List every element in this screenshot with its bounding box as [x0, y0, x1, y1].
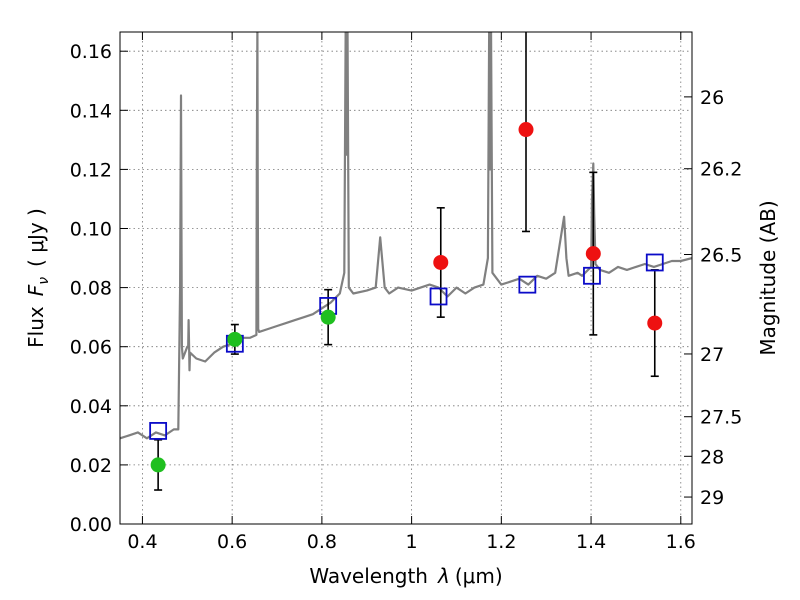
y-axis-title-symbol: F [24, 284, 48, 296]
x-tick-label: 0.8 [307, 531, 337, 553]
error-bars [154, 32, 659, 491]
y-axis-title-unit: ( μJy ) [24, 208, 48, 267]
x-tick-label: 1.2 [486, 531, 516, 553]
y2-tick-label: 28 [700, 446, 724, 468]
x-tick-label: 1.6 [666, 531, 696, 553]
y2-tick-label: 26 [700, 87, 724, 109]
y2-tick-label: 26.2 [700, 159, 742, 181]
y-tick-label: 0.10 [70, 219, 112, 241]
axis-ticks: 0.4 0.6 0.8 1 1.2 1.4 1.6 0.00 0.02 0.04 0.06 0.08 0… [70, 32, 742, 553]
y2-tick-label: 26.5 [700, 245, 742, 267]
spectrum-line [120, 32, 692, 440]
y-axis-title-subscript: ν [36, 277, 52, 285]
x-axis-title-unit: (μm) [455, 564, 503, 588]
y2-tick-label: 27 [700, 344, 724, 366]
y-tick-label: 0.04 [70, 396, 112, 418]
observed-point [150, 457, 166, 473]
y2-axis-title: Magnitude (AB) [756, 200, 780, 355]
x-tick-label: 1.4 [576, 531, 606, 553]
x-axis-title: Wavelength λ (μm) [309, 564, 502, 588]
grid [120, 32, 692, 525]
y2-tick-label: 27.5 [700, 407, 742, 429]
y-tick-label: 0.00 [70, 514, 112, 536]
y2-tick-label: 29 [700, 487, 724, 509]
observed-point [320, 309, 336, 325]
y-tick-label: 0.14 [70, 100, 112, 122]
observed-point [518, 122, 534, 138]
x-tick-label: 1 [406, 531, 418, 553]
y-tick-label: 0.08 [70, 278, 112, 300]
y-axis-title: Flux Fν ( μJy ) [24, 208, 52, 348]
model-series [149, 253, 664, 440]
model-point [429, 287, 448, 306]
model-point [149, 422, 168, 440]
x-tick-label: 0.4 [127, 531, 157, 553]
y-tick-label: 0.16 [70, 41, 112, 63]
y-axis-title-prefix: Flux [24, 306, 48, 348]
observed-point [647, 315, 663, 331]
observed-point [585, 246, 601, 262]
model-point [645, 253, 664, 272]
spectrum-series [120, 32, 692, 440]
plot-frame [119, 31, 693, 525]
observed-point [433, 254, 449, 270]
x-axis-title-text: Wavelength [309, 564, 428, 588]
x-tick-label: 0.6 [217, 531, 247, 553]
y-tick-label: 0.12 [70, 159, 112, 181]
y-tick-label: 0.06 [70, 337, 112, 359]
observed-point [227, 331, 243, 347]
observed-series [150, 122, 663, 473]
model-point [583, 266, 601, 285]
model-point [518, 275, 537, 294]
x-axis-title-symbol: λ [437, 564, 450, 588]
y-tick-label: 0.02 [70, 455, 112, 477]
